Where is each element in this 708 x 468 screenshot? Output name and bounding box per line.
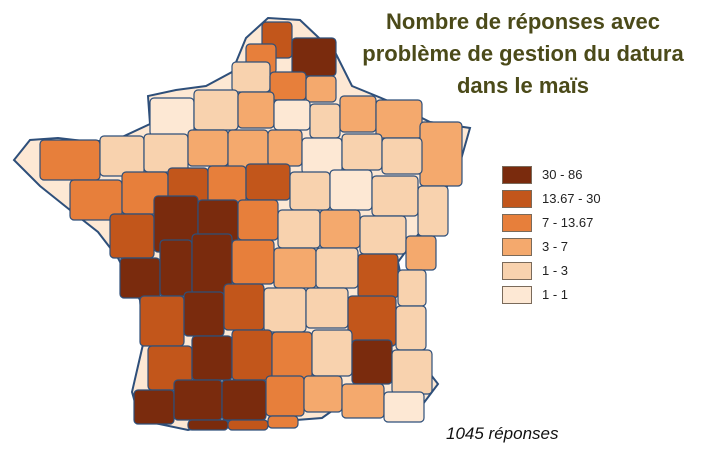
department-region [289, 171, 331, 211]
legend-item-1: 30 - 86 [502, 166, 620, 186]
department-region [267, 415, 299, 429]
department-region [221, 379, 267, 421]
department-region [133, 389, 175, 425]
department-region [329, 169, 373, 211]
legend-label: 30 - 86 [542, 167, 583, 182]
department-region [291, 37, 337, 77]
department-region [187, 129, 229, 167]
department-region [267, 129, 303, 167]
department-region [341, 133, 383, 171]
department-region [273, 247, 317, 289]
department-region [139, 295, 185, 347]
department-region [231, 329, 273, 381]
title-line-2: problème de gestion du datura [362, 41, 684, 66]
legend-label: 7 - 13.67 [542, 215, 594, 230]
department-region [383, 391, 425, 423]
department-region [265, 375, 305, 417]
department-region [191, 335, 233, 381]
total-responses: 1045 réponses [446, 424, 559, 443]
department-region [223, 283, 265, 331]
department-region [315, 247, 359, 289]
department-region [277, 209, 321, 249]
department-region [159, 239, 193, 297]
department-region [263, 287, 307, 333]
department-region [311, 329, 353, 377]
department-region [109, 213, 155, 259]
department-region [319, 209, 361, 249]
legend-label: 1 - 1 [542, 287, 569, 302]
department-region [375, 99, 423, 139]
department-region [359, 215, 407, 255]
map-legend: 30 - 86 13.67 - 30 7 - 13.67 3 - 7 1 - 3… [502, 166, 620, 316]
department-region [237, 91, 275, 129]
department-region [417, 185, 449, 237]
department-region [395, 305, 427, 351]
department-region [301, 137, 343, 175]
legend-item-5: 1 - 3 [502, 262, 620, 282]
department-region [357, 253, 399, 299]
department-region [245, 163, 291, 201]
department-region [149, 97, 195, 137]
department-region [391, 349, 433, 395]
department-region [305, 75, 337, 103]
department-region [231, 239, 275, 285]
map-title: Nombre de réponses avec problème de gest… [348, 6, 698, 102]
legend-item-4: 3 - 7 [502, 238, 620, 258]
legend-label: 1 - 3 [542, 263, 569, 278]
department-region [309, 103, 341, 139]
department-region [351, 339, 393, 385]
department-region [371, 175, 419, 217]
department-region [397, 269, 427, 307]
department-region [99, 135, 145, 177]
department-region [143, 133, 189, 173]
department-region [303, 375, 343, 413]
department-region [187, 419, 229, 431]
department-region [231, 61, 271, 93]
department-region [227, 419, 269, 431]
legend-swatch [502, 166, 532, 184]
legend-swatch [502, 262, 532, 280]
department-region [305, 287, 349, 329]
legend-swatch [502, 214, 532, 232]
department-region [119, 257, 161, 299]
department-region [269, 71, 307, 101]
department-region [39, 139, 101, 181]
department-region [273, 99, 311, 131]
legend-label: 13.67 - 30 [542, 191, 601, 206]
legend-label: 3 - 7 [542, 239, 569, 254]
department-region [237, 199, 279, 241]
department-region [271, 331, 313, 381]
legend-item-6: 1 - 1 [502, 286, 620, 306]
department-region [419, 121, 463, 187]
department-region [405, 235, 437, 271]
title-line-1: Nombre de réponses avec [386, 9, 660, 34]
title-line-3: dans le maïs [456, 73, 590, 98]
department-region [341, 383, 385, 419]
department-region [183, 291, 225, 337]
legend-swatch [502, 238, 532, 256]
legend-swatch [502, 286, 532, 304]
legend-item-2: 13.67 - 30 [502, 190, 620, 210]
legend-item-3: 7 - 13.67 [502, 214, 620, 234]
department-region [381, 137, 423, 175]
department-region [193, 89, 239, 131]
legend-swatch [502, 190, 532, 208]
department-region [347, 295, 397, 347]
department-region [173, 379, 223, 421]
